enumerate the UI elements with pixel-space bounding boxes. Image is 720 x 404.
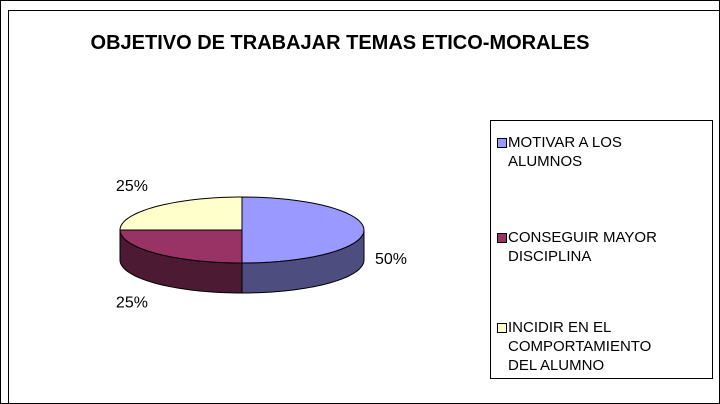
legend-swatch bbox=[497, 233, 507, 243]
pie-slice bbox=[119, 229, 243, 264]
data-label: 25% bbox=[116, 178, 148, 195]
legend-label: MOTIVAR A LOS ALUMNOS bbox=[508, 134, 622, 170]
legend-label: CONSEGUIR MAYOR DISCIPLINA bbox=[508, 229, 657, 265]
data-label: 25% bbox=[116, 294, 148, 311]
data-label: 50% bbox=[375, 251, 407, 268]
legend-swatch bbox=[497, 138, 507, 148]
legend-label: INCIDIR EN EL COMPORTAMIENTO DEL ALUMNO bbox=[508, 319, 652, 374]
legend-swatch bbox=[497, 323, 507, 333]
chart-title: OBJETIVO DE TRABAJAR TEMAS ETICO-MORALES bbox=[90, 32, 590, 54]
pie-slice bbox=[241, 196, 365, 264]
pie-slice bbox=[119, 196, 243, 231]
legend: MOTIVAR A LOS ALUMNOS CONSEGUIR MAYOR DIS… bbox=[490, 120, 713, 379]
